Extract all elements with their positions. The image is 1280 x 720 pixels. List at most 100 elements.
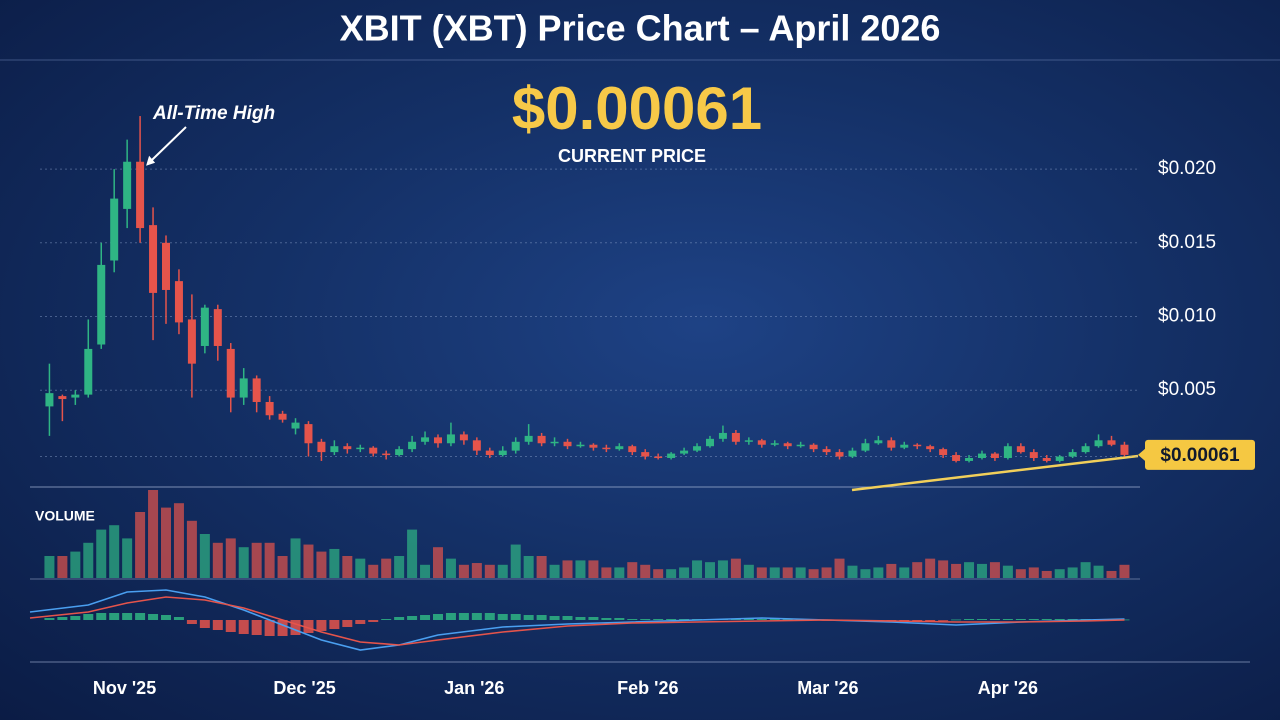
volume-bar [445, 558, 456, 578]
candle-body [291, 422, 300, 429]
volume-bar [1067, 567, 1078, 578]
macd-histogram-bar [173, 617, 184, 620]
macd-histogram-bar [199, 620, 210, 628]
x-tick-label: Mar '26 [797, 678, 858, 698]
macd-histogram-bar [743, 619, 754, 620]
volume-bar [44, 556, 55, 578]
candle-body [524, 435, 533, 442]
price-tag [1145, 439, 1255, 470]
macd-histogram-bar [303, 620, 314, 633]
candle-body [1055, 456, 1064, 461]
candle-body [848, 450, 857, 457]
x-tick-label: Apr '26 [978, 678, 1038, 698]
candle-body [1120, 444, 1129, 455]
volume-bar [795, 567, 806, 578]
volume-bar [160, 507, 171, 578]
candle-body [97, 264, 106, 345]
macd-histogram-bar [135, 613, 146, 620]
candle-body [796, 444, 805, 447]
volume-bar [1119, 564, 1130, 578]
macd-histogram-bar [238, 620, 249, 634]
macd-histogram-bar [264, 620, 275, 636]
candle-body [550, 441, 559, 444]
macd-histogram-bar [96, 613, 107, 620]
volume-bar [122, 538, 133, 578]
y-tick-label: $0.010 [1158, 306, 1216, 327]
candle-body [226, 348, 235, 398]
macd-histogram-bar [562, 616, 573, 620]
x-tick-label: Dec '25 [273, 678, 335, 698]
volume-bar [212, 542, 223, 578]
annotation-arrowhead [146, 155, 156, 166]
volume-bar [96, 529, 107, 578]
candle-body [602, 447, 611, 450]
candle-body [822, 449, 831, 453]
candle-body [343, 446, 352, 450]
macd-histogram-bar [523, 615, 534, 620]
candle-body [1107, 440, 1116, 445]
candle-body [110, 198, 119, 261]
volume-bar [264, 542, 275, 578]
macd-line [29, 596, 1125, 646]
volume-bar [692, 560, 703, 578]
candle-body [680, 450, 689, 454]
current-price: $0.00061 [512, 75, 762, 142]
volume-bar [860, 569, 871, 578]
volume-bar [821, 567, 832, 578]
volume-bar [290, 538, 301, 578]
macd-histogram-bar [536, 615, 547, 620]
volume-bar [989, 562, 1000, 578]
macd-histogram-bar [290, 620, 301, 635]
macd-histogram-bar [225, 620, 236, 632]
candle-body [809, 444, 818, 450]
volume-bar [847, 565, 858, 578]
volume-bar [679, 567, 690, 578]
candle-body [356, 447, 365, 450]
candle-body [990, 453, 999, 458]
x-tick-label: Jan '26 [444, 678, 504, 698]
macd-histogram-bar [1015, 619, 1026, 620]
volume-bar [717, 560, 728, 578]
volume-bar [743, 564, 754, 578]
volume-bar [1106, 570, 1117, 578]
volume-bar [186, 520, 197, 578]
candle-body [861, 443, 870, 451]
macd-histogram-bar [458, 613, 469, 620]
macd-histogram-bar [653, 619, 664, 620]
volume-bar [381, 558, 392, 578]
volume-bar [1054, 569, 1065, 578]
candle-body [71, 394, 80, 398]
trend-line [851, 454, 1139, 492]
volume-bar [769, 567, 780, 578]
candle-body [421, 437, 430, 442]
candle-body [952, 455, 961, 461]
candle-body [1029, 452, 1038, 458]
volume-bar [523, 556, 534, 578]
macd-histogram-bar [109, 613, 120, 620]
macd-histogram-bar [355, 620, 366, 624]
volume-bar [536, 556, 547, 578]
macd-histogram-bar [951, 619, 962, 621]
macd-histogram-bar [160, 615, 171, 620]
macd-histogram-bar [70, 616, 81, 620]
volume-bar [471, 563, 482, 578]
volume-bar [549, 564, 560, 578]
volume-bar [873, 567, 884, 578]
volume-bar [225, 538, 236, 578]
volume-bar [782, 567, 793, 578]
macd-histogram-bar [394, 617, 405, 620]
volume-bar [316, 551, 327, 578]
candle-body [874, 440, 883, 444]
candle-body [1068, 452, 1077, 457]
macd-histogram-bar [925, 620, 936, 621]
macd-histogram-bar [1028, 619, 1039, 620]
candle-body [926, 446, 935, 450]
volume-bar [588, 560, 599, 578]
macd-histogram-bar [471, 613, 482, 620]
candle-body [433, 437, 442, 444]
candle-body [446, 434, 455, 444]
macd-histogram-bar [614, 618, 625, 620]
volume-bar [1080, 562, 1091, 578]
macd-histogram-bar [912, 620, 923, 621]
volume-bar [484, 564, 495, 578]
